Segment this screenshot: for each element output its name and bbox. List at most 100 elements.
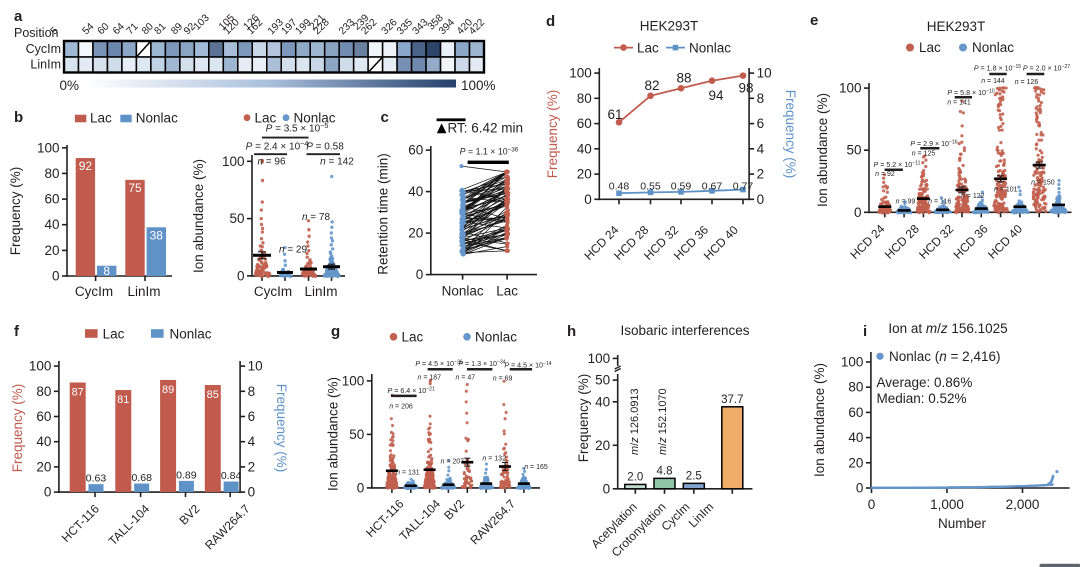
svg-text:CycIm: CycIm bbox=[26, 42, 61, 56]
svg-text:n = 126: n = 126 bbox=[1015, 79, 1039, 86]
svg-text:P = 6.4 × 10−21: P = 6.4 × 10−21 bbox=[388, 386, 435, 395]
svg-text:0.48: 0.48 bbox=[609, 181, 630, 193]
svg-text:4: 4 bbox=[248, 434, 256, 449]
svg-text:c: c bbox=[381, 109, 389, 126]
svg-text:100: 100 bbox=[342, 373, 365, 388]
svg-text:0: 0 bbox=[868, 497, 876, 512]
svg-text:CycIm: CycIm bbox=[254, 284, 292, 299]
svg-text:Lac: Lac bbox=[103, 326, 125, 341]
svg-text:89: 89 bbox=[162, 384, 174, 396]
svg-text:m/z 152.1070: m/z 152.1070 bbox=[657, 388, 669, 455]
svg-text:50: 50 bbox=[595, 373, 610, 388]
svg-text:75: 75 bbox=[128, 181, 142, 195]
svg-text:HEK293T: HEK293T bbox=[640, 19, 699, 34]
svg-text:2: 2 bbox=[248, 459, 256, 474]
svg-text:0.59: 0.59 bbox=[671, 181, 692, 193]
svg-text:20: 20 bbox=[44, 243, 59, 258]
svg-text:Lac: Lac bbox=[255, 110, 277, 125]
svg-text:Frequency (%): Frequency (%) bbox=[783, 90, 798, 179]
svg-text:Retention time (min): Retention time (min) bbox=[376, 153, 391, 275]
svg-text:P = 3.5 × 10−5: P = 3.5 × 10−5 bbox=[266, 121, 329, 135]
svg-text:P = 1.8 × 10−15: P = 1.8 × 10−15 bbox=[974, 64, 1021, 73]
svg-text:20: 20 bbox=[577, 167, 592, 182]
svg-text:Nonlac: Nonlac bbox=[170, 326, 212, 341]
svg-text:P = 1.1 × 10−36: P = 1.1 × 10−36 bbox=[460, 146, 519, 156]
svg-text:Frequency (%): Frequency (%) bbox=[274, 384, 289, 473]
svg-text:0.68: 0.68 bbox=[131, 472, 152, 484]
svg-text:0.77: 0.77 bbox=[733, 181, 754, 193]
svg-text:0%: 0% bbox=[59, 78, 79, 93]
svg-text:Lac: Lac bbox=[919, 40, 941, 55]
svg-text:n = 150: n = 150 bbox=[1031, 180, 1055, 187]
svg-text:n = 96: n = 96 bbox=[257, 157, 286, 168]
svg-text:Nonlac: Nonlac bbox=[442, 284, 484, 299]
svg-text:Nonlac: Nonlac bbox=[294, 110, 336, 125]
svg-text:0: 0 bbox=[52, 269, 60, 284]
svg-text:100%: 100% bbox=[461, 78, 496, 93]
svg-text:2,000: 2,000 bbox=[1006, 497, 1040, 512]
svg-text:n = 207: n = 207 bbox=[441, 459, 465, 466]
svg-text:n = 141: n = 141 bbox=[947, 100, 971, 107]
svg-text:94: 94 bbox=[708, 88, 724, 103]
svg-text:LinIm: LinIm bbox=[304, 284, 337, 299]
svg-text:82: 82 bbox=[644, 78, 659, 93]
svg-text:0: 0 bbox=[757, 192, 765, 207]
svg-text:P = 5.8 × 10−10: P = 5.8 × 10−10 bbox=[947, 89, 994, 98]
svg-text:40: 40 bbox=[595, 394, 610, 409]
svg-text:Lac: Lac bbox=[402, 329, 424, 344]
svg-text:50: 50 bbox=[229, 211, 244, 226]
svg-text:Lac: Lac bbox=[496, 284, 518, 299]
svg-text:80: 80 bbox=[848, 380, 863, 395]
svg-text:0: 0 bbox=[603, 481, 611, 496]
svg-text:8: 8 bbox=[757, 91, 765, 106]
svg-text:60: 60 bbox=[577, 116, 592, 131]
svg-text:10: 10 bbox=[757, 66, 772, 81]
svg-text:n = 92: n = 92 bbox=[875, 171, 895, 178]
svg-text:Nonlac (n = 2,416): Nonlac (n = 2,416) bbox=[889, 349, 1000, 364]
svg-text:10: 10 bbox=[248, 359, 263, 374]
svg-text:20: 20 bbox=[408, 226, 423, 241]
svg-text:1,000: 1,000 bbox=[930, 497, 964, 512]
svg-text:100: 100 bbox=[222, 154, 245, 169]
svg-text:0.55: 0.55 bbox=[640, 181, 661, 193]
svg-text:100: 100 bbox=[569, 66, 592, 81]
svg-text:40: 40 bbox=[848, 430, 863, 445]
svg-text:100: 100 bbox=[37, 140, 60, 155]
svg-text:85: 85 bbox=[207, 389, 219, 401]
svg-text:Nonlac: Nonlac bbox=[475, 329, 517, 344]
svg-text:60: 60 bbox=[848, 405, 863, 420]
svg-text:Average: 0.86%: Average: 0.86% bbox=[877, 375, 973, 390]
svg-text:P = 2.9 × 10−16: P = 2.9 × 10−16 bbox=[910, 140, 957, 149]
svg-text:88: 88 bbox=[676, 71, 691, 86]
svg-text:Lac: Lac bbox=[90, 110, 112, 125]
svg-text:0: 0 bbox=[856, 481, 864, 496]
svg-text:8: 8 bbox=[103, 264, 110, 278]
svg-text:Ion abundance (%): Ion abundance (%) bbox=[812, 363, 827, 477]
svg-text:Ion abundance (%): Ion abundance (%) bbox=[815, 93, 830, 207]
svg-text:0.67: 0.67 bbox=[702, 181, 723, 193]
svg-text:P = 4.5 × 10−26: P = 4.5 × 10−26 bbox=[415, 360, 462, 369]
svg-text:Frequency (%): Frequency (%) bbox=[8, 167, 23, 256]
svg-text:Nonlac: Nonlac bbox=[689, 40, 731, 55]
svg-text:2.0: 2.0 bbox=[627, 471, 643, 483]
svg-text:92: 92 bbox=[79, 159, 93, 173]
svg-text:81: 81 bbox=[117, 394, 129, 406]
svg-text:0.84: 0.84 bbox=[221, 470, 242, 482]
svg-text:100: 100 bbox=[841, 355, 864, 370]
svg-text:CycIm: CycIm bbox=[75, 284, 113, 299]
svg-text:100: 100 bbox=[29, 359, 52, 374]
svg-text:e: e bbox=[810, 12, 818, 29]
svg-text:0.63: 0.63 bbox=[86, 473, 107, 485]
svg-text:n = 47: n = 47 bbox=[455, 375, 475, 382]
svg-text:87: 87 bbox=[72, 387, 84, 399]
svg-text:8: 8 bbox=[248, 384, 256, 399]
svg-text:50: 50 bbox=[349, 427, 364, 442]
svg-text:P = 2.4 × 10−4: P = 2.4 × 10−4 bbox=[246, 139, 309, 153]
svg-text:4: 4 bbox=[757, 141, 765, 156]
svg-text:Ion at m/z 156.1025: Ion at m/z 156.1025 bbox=[888, 321, 1007, 336]
svg-text:Frequency (%): Frequency (%) bbox=[545, 90, 560, 179]
svg-text:m/z 126.0913: m/z 126.0913 bbox=[629, 388, 641, 455]
svg-text:0: 0 bbox=[854, 205, 862, 220]
svg-text:n = 131: n = 131 bbox=[396, 470, 420, 477]
svg-text:0: 0 bbox=[237, 268, 245, 283]
